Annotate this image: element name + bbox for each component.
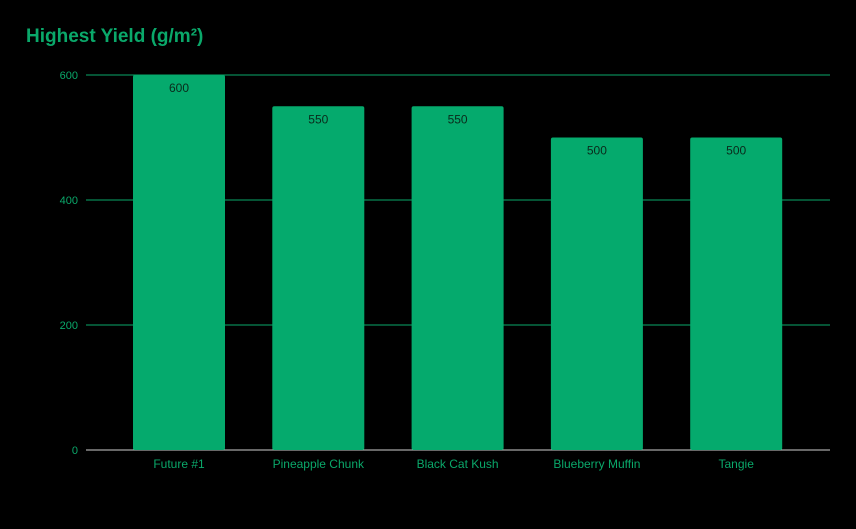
bars (133, 75, 783, 451)
x-category-label: Pineapple Chunk (273, 457, 365, 471)
x-category-label: Tangie (719, 457, 755, 471)
bar[interactable] (133, 75, 225, 450)
y-tick-label: 200 (60, 320, 78, 332)
bar[interactable] (690, 137, 783, 451)
x-category-label: Black Cat Kush (417, 457, 499, 471)
bar[interactable] (550, 137, 643, 451)
x-category-label: Blueberry Muffin (553, 457, 640, 471)
y-tick-label: 600 (60, 70, 78, 82)
bar[interactable] (272, 106, 365, 450)
y-tick-label: 0 (72, 445, 78, 457)
data-label: 500 (587, 144, 607, 158)
x-category-label: Future #1 (153, 457, 205, 471)
bar[interactable] (411, 106, 504, 450)
data-label: 500 (726, 144, 746, 158)
data-label: 550 (448, 112, 468, 126)
data-label: 550 (308, 112, 328, 126)
y-tick-label: 400 (60, 195, 78, 207)
labels: 0 200 400 600 600 Future #1 550 Pineapple Chunk… (60, 70, 755, 471)
chart-title: Highest Yield (g/m²) (26, 26, 204, 47)
data-label: 600 (169, 81, 189, 95)
